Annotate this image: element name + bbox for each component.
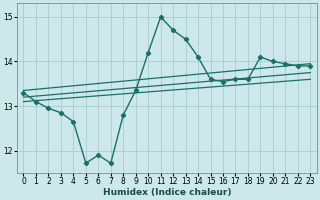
X-axis label: Humidex (Indice chaleur): Humidex (Indice chaleur) — [103, 188, 231, 197]
